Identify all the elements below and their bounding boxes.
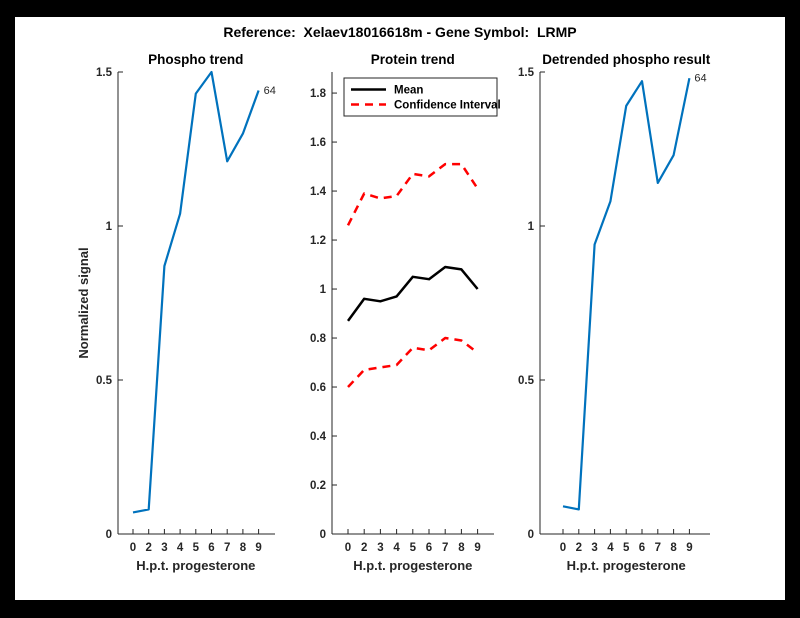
x-tick-label: 4 — [177, 542, 184, 554]
y-tick-label: 0.5 — [518, 375, 535, 387]
y-tick-label: 1.5 — [96, 67, 113, 79]
series-line — [346, 265, 479, 322]
subplot-title: Protein trend — [371, 52, 455, 67]
x-tick-label: 7 — [655, 542, 661, 554]
x-tick-label: 5 — [410, 542, 417, 554]
x-tick-label: 8 — [458, 542, 465, 554]
x-tick-label: 9 — [255, 542, 261, 554]
y-tick-label: 1.4 — [310, 186, 327, 198]
x-tick-label: 7 — [442, 542, 448, 554]
figure-canvas: Reference: Xelaev18016618m - Gene Symbol… — [15, 17, 785, 600]
x-tick-label: 3 — [161, 542, 167, 554]
subplot-title: Phospho trend — [148, 52, 243, 67]
x-tick-label: 3 — [591, 542, 597, 554]
series-end-label: 64 — [694, 73, 706, 85]
x-tick-label: 7 — [224, 542, 230, 554]
series-line — [347, 336, 479, 388]
y-tick-label: 0 — [528, 529, 534, 541]
x-tick-label: 4 — [393, 542, 400, 554]
y-tick-label: 0 — [320, 529, 326, 541]
y-tick-label: 0.4 — [310, 431, 327, 443]
x-tick-label: 6 — [208, 542, 214, 554]
x-tick-label: 6 — [639, 542, 645, 554]
x-tick-label: 9 — [686, 542, 692, 554]
x-tick-label: 0 — [345, 542, 351, 554]
x-tick-label: 0 — [130, 542, 136, 554]
y-tick-label: 1.2 — [310, 235, 326, 247]
x-tick-label: 6 — [426, 542, 432, 554]
x-tick-label: 8 — [670, 542, 677, 554]
series-line — [346, 162, 479, 226]
x-tick-label: 4 — [607, 542, 614, 554]
x-tick-label: 5 — [193, 542, 200, 554]
x-tick-label: 3 — [377, 542, 383, 554]
y-tick-label: 0.5 — [96, 375, 113, 387]
y-tick-label: 0 — [106, 529, 112, 541]
series-line — [132, 70, 260, 514]
y-tick-label: 1 — [106, 221, 113, 233]
x-tick-label: 2 — [145, 542, 151, 554]
y-tick-label: 1 — [528, 221, 535, 233]
x-tick-label: 8 — [240, 542, 247, 554]
x-tick-label: 0 — [560, 542, 566, 554]
legend-label: Mean — [394, 85, 423, 97]
y-tick-label: 1.5 — [518, 67, 535, 79]
legend-box — [343, 77, 498, 117]
y-tick-label: 1.8 — [310, 88, 327, 100]
legend-label: Confidence Interval — [394, 100, 501, 112]
subplot-title: Detrended phospho result — [542, 52, 711, 67]
series-end-label: 64 — [264, 85, 276, 97]
x-tick-label: 2 — [576, 542, 582, 554]
y-tick-label: 0.8 — [310, 333, 327, 345]
x-tick-label: 9 — [474, 542, 480, 554]
y-tick-label: 1 — [320, 284, 327, 296]
x-axis-label: H.p.t. progesterone — [136, 558, 255, 573]
series-line — [562, 77, 691, 511]
y-axis-label: Normalized signal — [76, 247, 91, 358]
y-tick-label: 1.6 — [310, 137, 326, 149]
figure-title: Reference: Xelaev18016618m - Gene Symbol… — [223, 24, 577, 40]
x-axis-label: H.p.t. progesterone — [567, 558, 686, 573]
x-tick-label: 5 — [623, 542, 630, 554]
x-tick-label: 2 — [361, 542, 367, 554]
y-tick-label: 0.2 — [310, 480, 326, 492]
y-tick-label: 0.6 — [310, 382, 326, 394]
x-axis-label: H.p.t. progesterone — [353, 558, 472, 573]
